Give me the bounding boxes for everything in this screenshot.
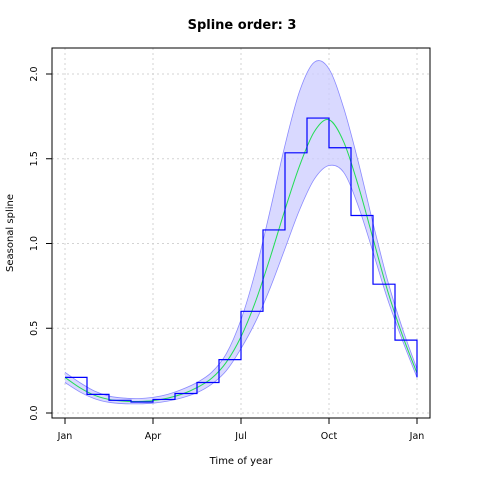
x-tick-label: Jul <box>234 431 246 442</box>
x-tick-label: Jan <box>409 431 425 442</box>
x-axis: Jan Apr Jul Oct Jan <box>57 418 425 442</box>
y-axis: 0.0 0.5 1.0 1.5 2.0 <box>29 66 52 421</box>
y-tick-label: 1.5 <box>29 151 40 166</box>
step-series <box>65 117 418 403</box>
x-axis-label: Time of year <box>209 456 274 467</box>
chart-title: Spline order: 3 <box>188 18 297 33</box>
step-line <box>65 117 418 403</box>
y-tick-label: 0.5 <box>29 321 40 336</box>
y-axis-label: Seasonal spline <box>5 194 16 272</box>
x-tick-label: Apr <box>145 431 162 442</box>
x-tick-label: Jan <box>57 431 73 442</box>
y-tick-label: 1.0 <box>29 236 40 251</box>
y-tick-label: 0.0 <box>29 405 40 420</box>
y-tick-label: 2.0 <box>29 66 40 81</box>
x-tick-label: Oct <box>321 431 338 442</box>
